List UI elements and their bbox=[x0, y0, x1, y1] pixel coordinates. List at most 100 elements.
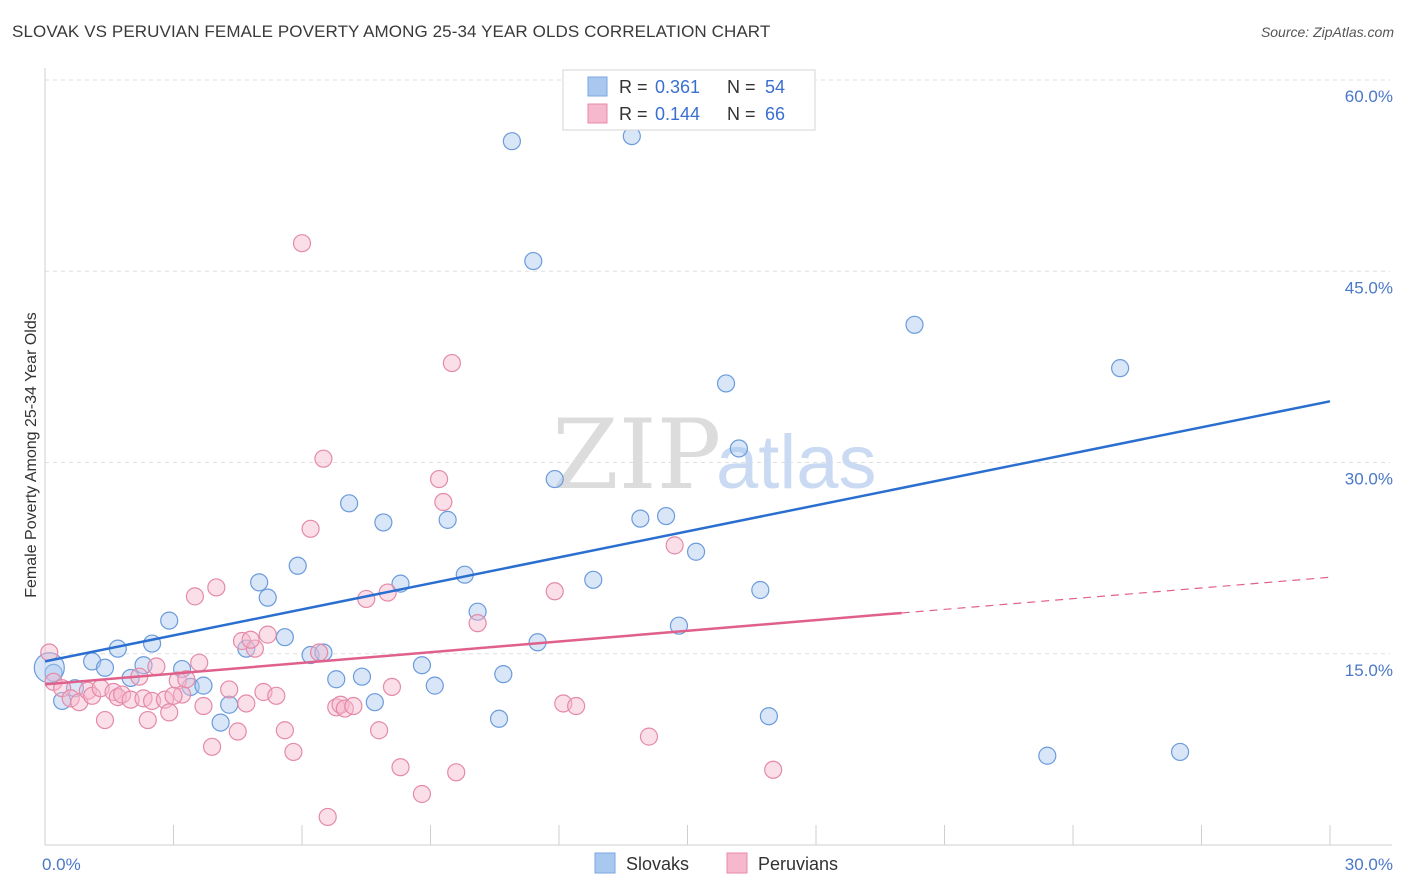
slovaks-point-38 bbox=[545, 469, 564, 489]
slovaks-point-23 bbox=[340, 494, 359, 513]
legend-swatch-peruvians bbox=[587, 103, 608, 124]
bottom-legend-label-slovaks: Slovaks bbox=[626, 854, 689, 874]
peruvians-point-40 bbox=[310, 643, 329, 662]
peruvians-point-17 bbox=[147, 657, 166, 676]
peruvians-point-63 bbox=[764, 760, 783, 779]
peruvians-point-54 bbox=[434, 492, 453, 512]
chart-title: SLOVAK VS PERUVIAN FEMALE POVERTY AMONG … bbox=[12, 22, 771, 41]
peruvians-point-48 bbox=[370, 721, 389, 740]
slovaks-point-39 bbox=[584, 570, 603, 589]
slovaks-point-4 bbox=[95, 658, 115, 677]
slovaks-point-17 bbox=[258, 588, 277, 607]
legend-n-slovaks: 54 bbox=[765, 77, 785, 97]
legend-n-label-slovaks: N = bbox=[727, 77, 756, 97]
bottom-legend: Slovaks Peruvians bbox=[594, 852, 838, 874]
slovaks-point-26 bbox=[374, 513, 393, 532]
legend-r-slovaks: 0.361 bbox=[655, 77, 700, 97]
slovaks-point-19 bbox=[288, 556, 307, 575]
peruvians-point-60 bbox=[567, 696, 586, 716]
source-label: Source: ZipAtlas.com bbox=[1260, 24, 1394, 40]
peruvians-point-41 bbox=[314, 449, 333, 468]
slovaks-point-7 bbox=[134, 656, 153, 675]
peruvians-point-24 bbox=[190, 653, 209, 672]
peruvians-point-46 bbox=[344, 696, 363, 716]
slovaks-point-50 bbox=[1038, 746, 1057, 765]
slovaks-point-34 bbox=[494, 665, 513, 684]
slovaks-point-18 bbox=[275, 628, 294, 647]
peruvians-point-16 bbox=[142, 691, 162, 711]
slovaks-point-16 bbox=[250, 573, 269, 592]
slovaks-point-28 bbox=[412, 656, 432, 675]
peruvians-point-35 bbox=[267, 686, 286, 705]
slovaks-point-33 bbox=[489, 709, 509, 728]
peruvians-point-29 bbox=[228, 722, 247, 741]
legend-n-peruvians: 66 bbox=[765, 104, 785, 124]
slovaks-point-51 bbox=[1111, 359, 1130, 378]
slovaks-point-41 bbox=[631, 509, 650, 528]
peruvians-point-38 bbox=[292, 234, 312, 253]
slovaks-point-25 bbox=[365, 693, 384, 712]
watermark-zip: ZIP bbox=[552, 399, 721, 511]
peruvians-point-52 bbox=[412, 784, 432, 804]
y-tick-label-0: 15.0% bbox=[1345, 661, 1393, 680]
bottom-legend-swatch-peruvians bbox=[726, 852, 748, 874]
slovaks-point-52 bbox=[1170, 742, 1190, 762]
peruvians-point-62 bbox=[665, 536, 684, 555]
trend-lines bbox=[44, 400, 1331, 686]
slovaks-trend-line bbox=[44, 400, 1331, 663]
slovaks-point-13 bbox=[211, 713, 230, 732]
peruvians-point-61 bbox=[639, 727, 659, 746]
bottom-legend-label-peruvians: Peruvians bbox=[758, 854, 838, 874]
peruvians-point-34 bbox=[258, 625, 277, 644]
y-tick-label-2: 45.0% bbox=[1345, 278, 1393, 297]
peruvians-point-56 bbox=[447, 763, 466, 782]
legend-r-label-slovaks: R = bbox=[619, 77, 648, 97]
legend-n-label-peruvians: N = bbox=[727, 104, 756, 124]
bottom-legend-swatch-slovaks bbox=[594, 852, 616, 874]
y-tick-label-3: 60.0% bbox=[1345, 87, 1393, 106]
peruvians-point-37 bbox=[284, 742, 303, 762]
slovaks-point-49 bbox=[905, 315, 924, 334]
legend: R = 0.361 N = 54 R = 0.144 N = 66 bbox=[562, 69, 816, 131]
slovaks-point-24 bbox=[352, 667, 372, 686]
peruvians-point-31 bbox=[237, 694, 256, 713]
peruvians-point-58 bbox=[545, 582, 564, 601]
watermark-atlas: atlas bbox=[716, 420, 877, 505]
peruvians-point-23 bbox=[185, 587, 205, 606]
slovaks-point-47 bbox=[751, 580, 770, 600]
watermark: ZIP atlas bbox=[552, 399, 877, 511]
tick-labels: 15.0% 30.0% 45.0% 60.0% 0.0% 30.0% bbox=[42, 87, 1393, 874]
peruvians-point-57 bbox=[468, 614, 487, 633]
peruvians-point-12 bbox=[121, 690, 140, 709]
axes bbox=[44, 68, 1392, 846]
slovaks-point-30 bbox=[438, 510, 457, 529]
slovaks-point-14 bbox=[220, 695, 239, 714]
slovaks-point-44 bbox=[686, 542, 706, 561]
peruvians-point-11 bbox=[112, 685, 132, 704]
slovaks-point-42 bbox=[656, 506, 676, 526]
peruvians-point-25 bbox=[194, 696, 213, 716]
peruvians-point-51 bbox=[391, 758, 410, 777]
slovaks-point-29 bbox=[425, 676, 444, 695]
legend-r-label-peruvians: R = bbox=[619, 104, 648, 124]
slovaks-point-36 bbox=[524, 251, 543, 271]
slovaks-point-12 bbox=[194, 676, 213, 695]
peruvians-trend-extension bbox=[901, 576, 1331, 614]
peruvians-point-32 bbox=[245, 639, 264, 658]
peruvians-point-3 bbox=[61, 689, 80, 708]
slovaks-point-22 bbox=[327, 670, 346, 689]
slovaks-point-9 bbox=[160, 611, 179, 630]
slovaks-point-45 bbox=[716, 374, 736, 393]
slovaks-point-46 bbox=[729, 439, 749, 458]
peruvians-point-36 bbox=[275, 721, 294, 740]
peruvians-point-64 bbox=[241, 630, 260, 649]
peruvians-point-27 bbox=[207, 578, 226, 597]
peruvians-point-50 bbox=[382, 677, 402, 697]
peruvians-trend-line bbox=[44, 611, 902, 686]
data-points bbox=[33, 127, 1190, 827]
slovaks-point-35 bbox=[502, 132, 521, 151]
peruvians-point-8 bbox=[95, 710, 115, 730]
legend-r-peruvians: 0.144 bbox=[655, 104, 700, 124]
x-tick-label-0: 0.0% bbox=[42, 855, 81, 874]
